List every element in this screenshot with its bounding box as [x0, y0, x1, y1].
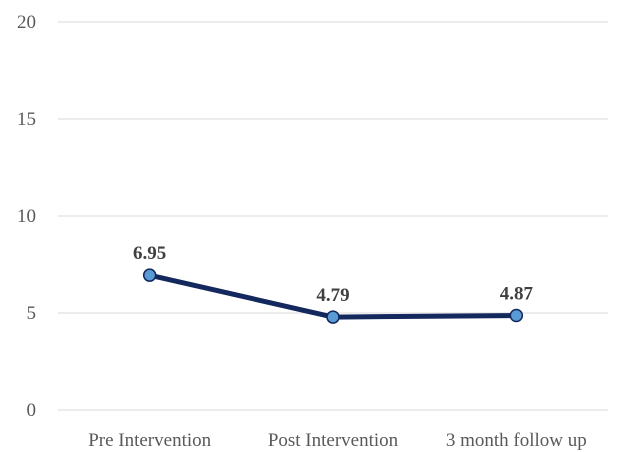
x-tick-label-1: Pre Intervention: [88, 430, 211, 451]
data-labels: 6.95 4.79 4.87: [133, 243, 533, 306]
y-tick-label-15: 15: [17, 109, 36, 130]
data-label-2: 4.79: [316, 285, 349, 306]
data-point-1: [142, 268, 157, 282]
data-label-3: 4.87: [500, 284, 534, 305]
data-point-2: [326, 310, 340, 324]
series-layer: [142, 268, 524, 324]
gridlines: [58, 21, 608, 411]
data-point-3: [509, 308, 524, 323]
x-tick-label-2: Post Intervention: [268, 430, 399, 451]
y-tick-label-20: 20: [17, 12, 36, 33]
y-tick-label-0: 0: [27, 400, 37, 421]
y-tick-label-5: 5: [27, 303, 37, 324]
x-tick-label-3: 3 month follow up: [446, 430, 587, 451]
y-tick-label-10: 10: [17, 206, 36, 227]
y-axis-tick-labels: 0 5 10 15 20: [17, 12, 36, 421]
data-label-1: 6.95: [133, 243, 166, 264]
x-axis-tick-labels: Pre Intervention Post Intervention 3 month…: [88, 430, 587, 451]
